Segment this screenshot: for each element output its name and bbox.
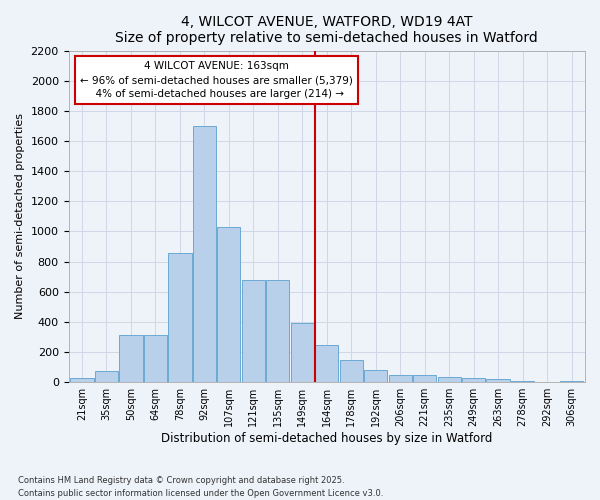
Text: Contains HM Land Registry data © Crown copyright and database right 2025.
Contai: Contains HM Land Registry data © Crown c… bbox=[18, 476, 383, 498]
Bar bbox=[95, 371, 118, 382]
Bar bbox=[560, 380, 583, 382]
Bar bbox=[144, 336, 167, 382]
Bar bbox=[70, 378, 94, 382]
Bar bbox=[168, 252, 191, 382]
Bar bbox=[487, 379, 510, 382]
X-axis label: Distribution of semi-detached houses by size in Watford: Distribution of semi-detached houses by … bbox=[161, 432, 493, 445]
Y-axis label: Number of semi-detached properties: Number of semi-detached properties bbox=[15, 114, 25, 320]
Bar bbox=[413, 376, 436, 382]
Bar bbox=[119, 336, 143, 382]
Bar bbox=[340, 360, 363, 382]
Bar bbox=[266, 280, 289, 382]
Bar bbox=[437, 377, 461, 382]
Bar bbox=[389, 374, 412, 382]
Bar bbox=[193, 126, 216, 382]
Bar bbox=[364, 370, 388, 382]
Bar bbox=[242, 280, 265, 382]
Bar bbox=[315, 344, 338, 382]
Title: 4, WILCOT AVENUE, WATFORD, WD19 4AT
Size of property relative to semi-detached h: 4, WILCOT AVENUE, WATFORD, WD19 4AT Size… bbox=[115, 15, 538, 45]
Text: 4 WILCOT AVENUE: 163sqm
← 96% of semi-detached houses are smaller (5,379)
  4% o: 4 WILCOT AVENUE: 163sqm ← 96% of semi-de… bbox=[80, 61, 353, 99]
Bar bbox=[217, 227, 241, 382]
Bar bbox=[462, 378, 485, 382]
Bar bbox=[290, 322, 314, 382]
